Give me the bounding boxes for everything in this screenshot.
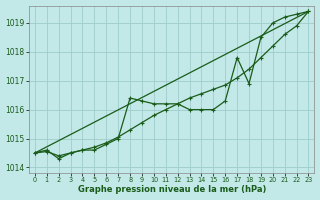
X-axis label: Graphe pression niveau de la mer (hPa): Graphe pression niveau de la mer (hPa) xyxy=(77,185,266,194)
